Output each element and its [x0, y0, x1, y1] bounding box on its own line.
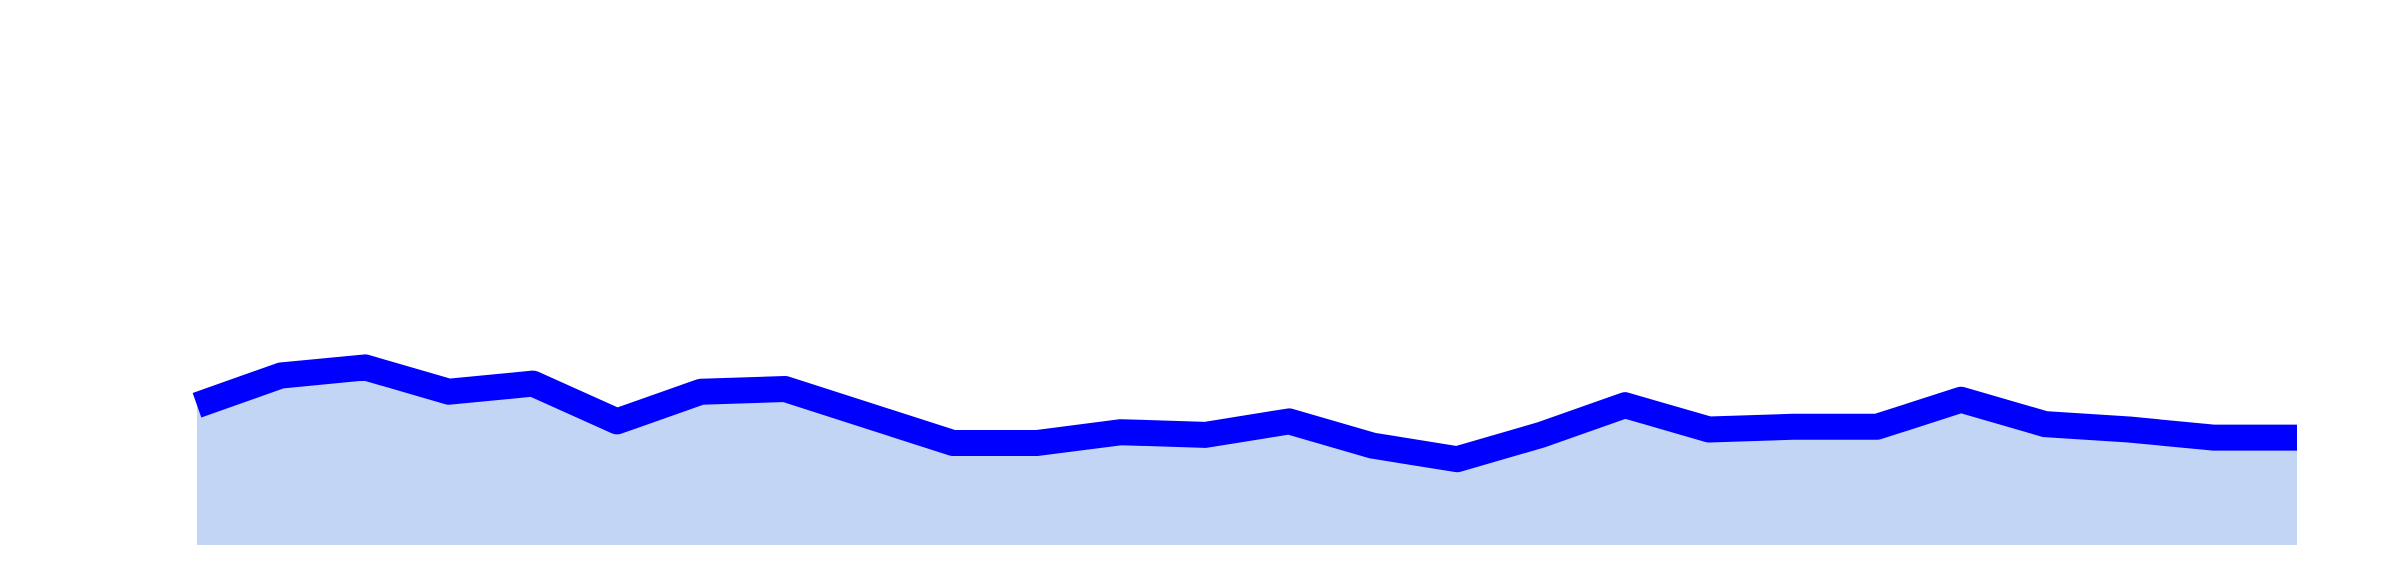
plot-area [192, 354, 2297, 545]
series-line [192, 354, 2297, 473]
area-fill [197, 367, 2297, 545]
